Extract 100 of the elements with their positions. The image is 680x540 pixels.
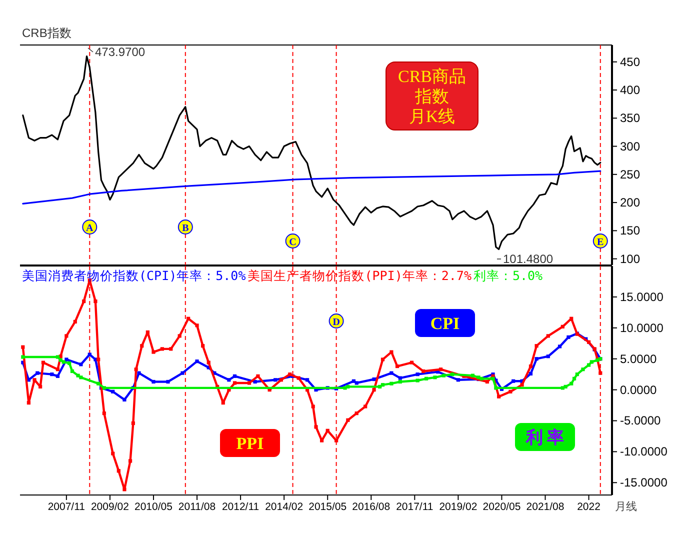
point	[433, 376, 437, 380]
point	[232, 374, 237, 378]
y-tick-label: 350	[620, 111, 640, 126]
x-tick-label: 2007/11	[48, 501, 86, 513]
point	[380, 383, 385, 387]
y-tick-label: 15.0000	[620, 290, 664, 304]
point	[586, 363, 591, 367]
ref-line-label: C	[289, 237, 296, 248]
point	[424, 376, 428, 380]
y-tick-label: 200	[620, 196, 640, 210]
y-tick-label: -15.0000	[620, 476, 668, 490]
text: 美国生产者物价指数(PPI)年率：2.7%	[248, 268, 472, 283]
annotation: 473.9700	[95, 45, 146, 59]
x-tick-label: 2012/11	[222, 501, 260, 513]
x-tick-label: 2010/05	[134, 501, 173, 513]
point	[346, 384, 350, 388]
point	[354, 381, 358, 385]
point	[558, 344, 562, 348]
point	[416, 372, 420, 376]
y-tick-label: 5.0000	[620, 352, 658, 366]
point	[534, 357, 538, 361]
point	[494, 386, 498, 390]
point	[111, 390, 115, 394]
point	[470, 374, 475, 378]
point	[528, 372, 533, 376]
annotation: PPI	[236, 434, 264, 453]
ref-line-label: D	[332, 317, 340, 328]
point	[68, 361, 72, 365]
x-tick-label: 2017/11	[396, 501, 434, 513]
point	[62, 360, 66, 364]
point	[70, 369, 74, 374]
text: 利率：5.0%	[473, 268, 544, 283]
point	[102, 386, 106, 390]
x-tick-label: 2016/08	[352, 501, 390, 513]
point	[581, 368, 585, 372]
x-tick-label: 2022	[577, 501, 601, 513]
point	[166, 380, 170, 384]
point	[79, 362, 83, 366]
point	[50, 372, 54, 376]
point	[450, 372, 454, 376]
point	[137, 371, 141, 375]
series-label: CRB指数	[22, 26, 72, 40]
point	[566, 335, 570, 339]
x-tick-label: 2015/05	[308, 501, 347, 513]
point	[56, 374, 60, 378]
point	[64, 358, 68, 362]
point	[575, 372, 579, 376]
point	[398, 376, 402, 380]
point	[572, 376, 576, 380]
y-tick-label: 100	[620, 252, 640, 266]
ref-line-label: A	[86, 223, 94, 234]
point	[122, 398, 126, 402]
point	[390, 382, 394, 386]
point	[76, 374, 80, 378]
point	[398, 380, 402, 384]
y-tick-label: 150	[620, 224, 640, 238]
point	[36, 371, 40, 375]
annotation: 101.4800	[503, 252, 554, 266]
line-series	[21, 332, 602, 402]
annotation: CPI	[430, 314, 460, 333]
point	[512, 379, 516, 383]
x-tick-label: 2009/02	[90, 501, 130, 513]
point	[227, 378, 231, 382]
point	[590, 360, 594, 364]
point	[305, 378, 310, 382]
point	[570, 382, 574, 386]
point	[21, 355, 25, 359]
point	[372, 377, 376, 382]
x-axis-title: 月线	[615, 500, 637, 513]
y-tick-label: 10.0000	[620, 320, 664, 335]
point	[79, 376, 83, 380]
point	[180, 371, 184, 375]
point	[390, 371, 394, 375]
point	[56, 355, 60, 359]
y-tick-label: -5.0000	[620, 414, 662, 428]
text: CRB商品指数月K线	[398, 67, 466, 126]
y-tick-label: 400	[620, 83, 640, 98]
line-series	[22, 55, 602, 250]
line-series	[22, 170, 602, 204]
y-tick-label: 300	[620, 139, 640, 154]
y-tick-label: 450	[620, 54, 640, 69]
point	[274, 378, 278, 382]
point	[96, 382, 100, 386]
x-tick-label: 2019/02	[439, 501, 478, 513]
text: 美国消费者物价指数(CPI)年率：5.0%	[22, 268, 246, 283]
y-tick-label: 250	[620, 167, 640, 182]
point	[442, 374, 446, 378]
point	[546, 354, 550, 358]
x-tick-label: 2020/05	[482, 501, 521, 513]
annotation: 利 率	[524, 428, 564, 447]
y-tick-label: 0.0000	[620, 382, 658, 397]
point	[152, 380, 156, 384]
point	[456, 378, 460, 382]
point	[416, 378, 420, 382]
x-tick-label: 2014/02	[265, 501, 304, 513]
x-tick-label: 2011/08	[178, 501, 216, 513]
ref-line-label: B	[182, 223, 190, 234]
point	[491, 376, 495, 380]
y-tick-label: -10.0000	[620, 444, 668, 459]
ref-line-label: E	[597, 237, 604, 248]
